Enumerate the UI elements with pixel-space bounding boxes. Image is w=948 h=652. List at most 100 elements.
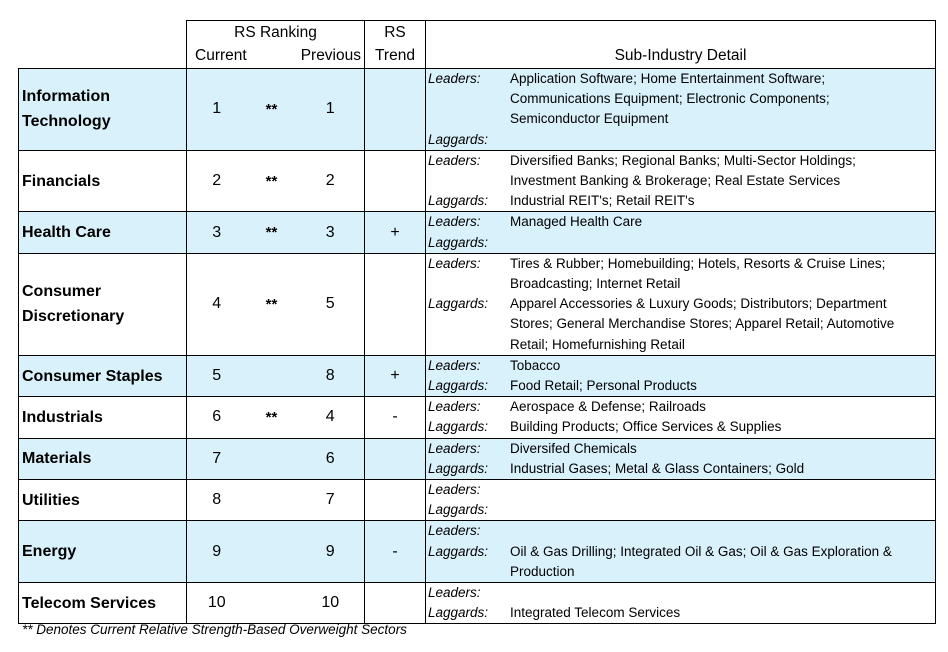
overweight-marker: **	[246, 149, 297, 213]
laggards-line: Laggards: Building Products; Office Servi…	[427, 417, 935, 437]
sector-ranking-table-wrapper: RS Ranking RS Current Previous Trend Sub…	[18, 20, 936, 625]
leaders-value: Diversified Banks; Regional Banks; Multi…	[510, 152, 856, 189]
sub-industry-detail: Leaders: Laggards: Oil & Gas Drilling; Int…	[425, 520, 936, 584]
previous-rank: 10	[296, 582, 365, 625]
leaders-label: Leaders:	[428, 71, 481, 86]
leaders-value	[510, 584, 935, 604]
sub-industry-detail: Leaders: Laggards: Integrated Telecom Serv…	[425, 582, 936, 625]
leaders-value	[510, 481, 935, 501]
laggards-value: Building Products; Office Services & Sup…	[510, 419, 782, 435]
previous-rank: 7	[296, 479, 365, 522]
laggards-line: Laggards: Integrated Telecom Services	[427, 603, 935, 623]
leaders-line: Leaders: Application Software; Home Enter…	[427, 69, 935, 129]
laggards-value: Industrial Gases; Metal & Glass Containe…	[510, 460, 805, 476]
header-row-top: RS Ranking RS	[19, 20, 936, 45]
current-rank: 1	[186, 68, 247, 151]
rs-trend	[364, 149, 426, 213]
previous-rank: 1	[296, 68, 365, 151]
overweight-marker	[246, 479, 297, 522]
leaders-value: Managed Health Care	[510, 214, 643, 230]
sector-name: Utilities	[18, 479, 187, 522]
current-rank: 8	[186, 479, 247, 522]
laggards-value: Food Retail; Personal Products	[510, 378, 697, 394]
sector-ranking-table: RS Ranking RS Current Previous Trend Sub…	[18, 20, 936, 625]
leaders-label: Leaders:	[428, 399, 481, 415]
leaders-line: Leaders: Diversifed Chemicals	[427, 439, 935, 459]
laggards-label: Laggards:	[428, 378, 489, 394]
rs-trend	[364, 582, 426, 625]
previous-rank: 3	[296, 211, 365, 254]
leaders-label: Leaders:	[428, 152, 481, 168]
sub-industry-detail: Leaders: Application Software; Home Enter…	[425, 68, 936, 151]
laggards-label: Laggards:	[428, 296, 489, 312]
leaders-label: Leaders:	[428, 440, 481, 456]
rs-trend: +	[364, 354, 426, 398]
current-rank: 5	[186, 354, 247, 398]
rs-trend-header-line2: Trend	[364, 44, 426, 69]
laggards-label: Laggards:	[428, 193, 489, 209]
leaders-label: Leaders:	[428, 214, 481, 230]
overweight-marker	[246, 520, 297, 584]
sub-industry-detail: Leaders: Diversifed Chemicals Laggards: Ind…	[425, 437, 936, 481]
current-rank: 7	[186, 437, 247, 481]
laggards-value	[510, 233, 935, 253]
sub-industry-header: Sub-Industry Detail	[425, 44, 936, 69]
sector-row: Health Care 3 ** 3 + Leaders: Managed Health C…	[18, 211, 936, 254]
leaders-line: Leaders: Diversified Banks; Regional Bank…	[427, 151, 935, 191]
current-rank: 4	[186, 252, 247, 356]
sub-industry-detail: Leaders: Tires & Rubber; Homebuilding; Ho…	[425, 252, 936, 356]
laggards-line: Laggards: Apparel Accessories & Luxury Go…	[427, 294, 935, 354]
laggards-label: Laggards:	[428, 543, 489, 559]
overweight-marker	[246, 437, 297, 481]
rs-trend	[364, 479, 426, 522]
rs-ranking-header: RS Ranking	[186, 20, 365, 45]
overweight-marker: **	[246, 396, 297, 439]
leaders-value: Aerospace & Defense; Railroads	[510, 399, 706, 415]
laggards-line: Laggards: Oil & Gas Drilling; Integrated …	[427, 542, 935, 582]
leaders-value: Tobacco	[510, 357, 561, 373]
sector-row: Information Technology 1 ** 1 Leaders: Applic…	[18, 68, 936, 151]
leaders-line: Leaders: Tires & Rubber; Homebuilding; Ho…	[427, 254, 935, 294]
overweight-marker: **	[246, 68, 297, 151]
sub-industry-detail: Leaders: Aerospace & Defense; Railroads La…	[425, 396, 936, 439]
sector-name: Energy	[18, 520, 187, 584]
laggards-value: Industrial REIT's; Retail REIT's	[510, 193, 695, 209]
rs-trend: +	[364, 211, 426, 254]
current-rank: 3	[186, 211, 247, 254]
laggards-line: Laggards:	[427, 130, 935, 150]
leaders-line: Leaders:	[427, 522, 935, 542]
laggards-label: Laggards:	[428, 460, 489, 476]
laggards-label: Laggards:	[428, 502, 489, 518]
leaders-line: Leaders: Managed Health Care	[427, 213, 935, 233]
laggards-value	[510, 130, 935, 150]
rs-trend	[364, 252, 426, 356]
current-header: Current	[186, 44, 297, 69]
leaders-label: Leaders:	[428, 255, 481, 271]
sector-row: Utilities 8 7 Leaders: Laggards:	[18, 479, 936, 522]
sector-name: Industrials	[18, 396, 187, 439]
previous-rank: 5	[296, 252, 365, 356]
laggards-label: Laggards:	[428, 605, 489, 621]
overweight-marker: **	[246, 252, 297, 356]
previous-rank: 9	[296, 520, 365, 584]
laggards-label: Laggards:	[428, 234, 489, 250]
current-rank: 9	[186, 520, 247, 584]
sector-name: Health Care	[18, 211, 187, 254]
sector-name: Financials	[18, 149, 187, 213]
leaders-label: Leaders:	[428, 357, 481, 373]
previous-rank: 4	[296, 396, 365, 439]
leaders-label: Leaders:	[428, 482, 481, 498]
leaders-line: Leaders: Aerospace & Defense; Railroads	[427, 398, 935, 418]
laggards-value: Oil & Gas Drilling; Integrated Oil & Gas…	[510, 543, 892, 579]
rs-trend-header-line1: RS	[364, 20, 426, 45]
rs-trend	[364, 68, 426, 151]
sector-name: Consumer Staples	[18, 354, 187, 398]
previous-rank: 8	[296, 354, 365, 398]
header-row-bottom: Current Previous Trend Sub-Industry Deta…	[19, 44, 936, 69]
current-rank: 2	[186, 149, 247, 213]
sector-row: Energy 9 9- Leaders: Laggards: Oil & Gas Dril…	[18, 520, 936, 584]
rs-trend	[364, 437, 426, 481]
leaders-label: Leaders:	[428, 523, 481, 539]
leaders-line: Leaders: Tobacco	[427, 356, 935, 376]
sector-row: Telecom Services 10 10 Leaders: Laggards: Int…	[18, 582, 936, 625]
